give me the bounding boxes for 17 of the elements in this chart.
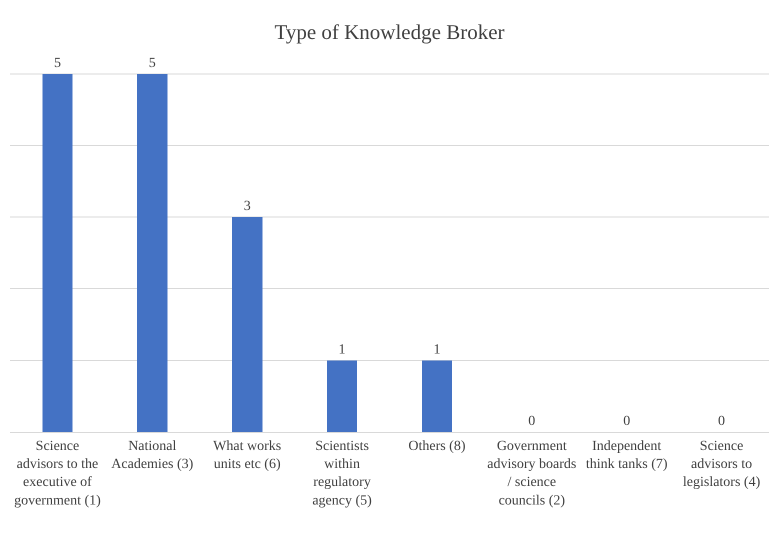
data-label: 5 bbox=[148, 56, 156, 71]
x-tick-label: What works units etc (6) bbox=[213, 438, 282, 472]
x-tick-label: Others (8) bbox=[408, 438, 466, 454]
data-label: 3 bbox=[244, 199, 251, 214]
data-label: 0 bbox=[528, 414, 536, 429]
data-label: 0 bbox=[623, 414, 630, 429]
chart-title: Type of Knowledge Broker bbox=[274, 20, 505, 44]
x-tick-label: Independent think tanks (7) bbox=[586, 438, 668, 472]
x-tick-label: Government advisory boards / science councils (2) bbox=[487, 438, 576, 508]
x-tick-label: National Academies (3) bbox=[111, 438, 194, 472]
data-label: 1 bbox=[433, 342, 440, 358]
data-label: 1 bbox=[338, 342, 346, 358]
x-tick-label: Science advisors to the executive of government (1) bbox=[14, 438, 102, 508]
data-label: 5 bbox=[54, 56, 61, 71]
data-label: 0 bbox=[718, 414, 726, 429]
x-tick-label: Scientists within regulatory agency (5) bbox=[312, 438, 372, 508]
x-tick-label: Science advisors to legislators (4) bbox=[682, 438, 761, 490]
